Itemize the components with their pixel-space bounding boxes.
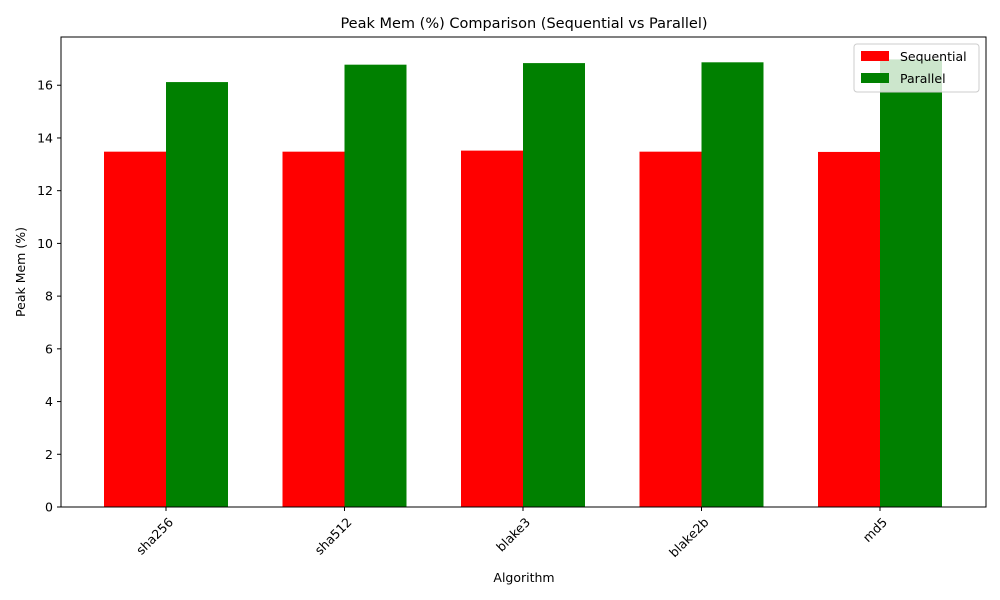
legend: Sequential Parallel [853, 43, 980, 93]
y-tick-label: 10 [37, 236, 53, 251]
y-tick-label: 0 [45, 500, 53, 515]
bar-parallel-md5 [880, 59, 942, 507]
bar-parallel-blake3 [523, 63, 585, 507]
y-tick-label: 14 [37, 130, 53, 145]
y-tick-label: 12 [37, 183, 53, 198]
bar-parallel-sha512 [344, 64, 407, 507]
bar-parallel-blake2b [701, 62, 764, 507]
x-axis-label: Algorithm [493, 570, 554, 585]
legend-swatch-sequential [861, 51, 889, 61]
bars-layer [104, 59, 942, 508]
bar-sequential-md5 [818, 151, 880, 508]
legend-label-sequential: Sequential [900, 49, 967, 64]
bar-parallel-sha256 [166, 82, 228, 507]
plot-frame [60, 36, 987, 508]
bar-sequential-blake3 [461, 150, 523, 508]
bar-sequential-sha512 [282, 151, 345, 507]
bar-sequential-sha256 [104, 151, 166, 507]
y-tick-label: 2 [45, 447, 53, 462]
y-tick-label: 16 [37, 78, 53, 93]
y-tick-label: 6 [45, 341, 53, 356]
y-tick-label: 8 [45, 289, 53, 304]
legend-swatch-parallel [861, 73, 889, 83]
bar-sequential-blake2b [639, 151, 702, 507]
y-tick-label: 4 [45, 394, 53, 409]
legend-label-parallel: Parallel [900, 71, 946, 86]
y-axis: 0 2 4 6 8 10 12 14 16 [37, 78, 61, 515]
y-axis-label: Peak Mem (%) [13, 227, 28, 317]
chart-title: Peak Mem (%) Comparison (Sequential vs P… [340, 16, 707, 32]
